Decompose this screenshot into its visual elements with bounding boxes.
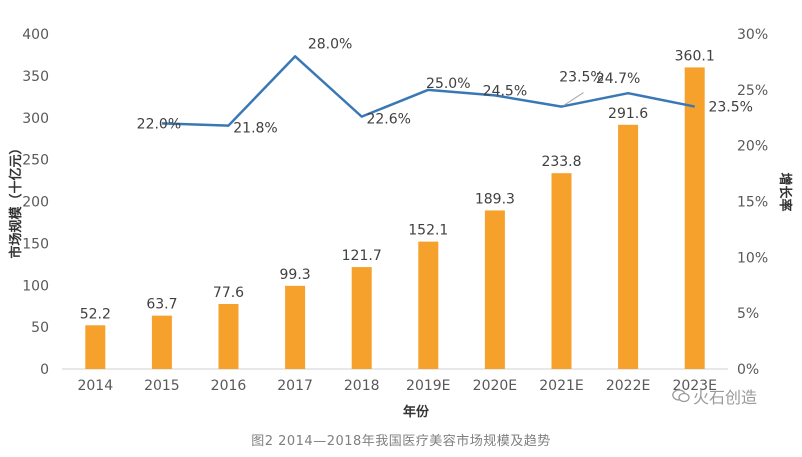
data-labels: 52.2 63.7 77.6 99.3 121.7 152.1 189.3 233.8 291.… <box>80 36 753 322</box>
bar-value-label: 233.8 <box>541 154 581 170</box>
y2-tick-label: 0% <box>737 362 759 378</box>
y-tick-label: 150 <box>22 236 49 252</box>
growth-rate-label: 25.0% <box>426 76 470 92</box>
x-tick-label: 2019E <box>406 378 450 394</box>
y-tick-label: 200 <box>22 195 49 211</box>
y2-tick-label: 10% <box>737 250 768 266</box>
growth-rate-label: 24.5% <box>483 83 527 99</box>
bar <box>551 173 572 369</box>
wechat-icon <box>672 389 690 403</box>
watermark: 火石创造 <box>672 384 757 408</box>
growth-rate-label: 24.7% <box>596 71 640 87</box>
figure-caption: 图2 2014—2018年我国医疗美容市场规模及趋势 <box>251 434 551 449</box>
y2-tick-label: 20% <box>737 139 768 155</box>
y-tick-label: 250 <box>22 153 49 169</box>
y2-axis-title: 增长率 <box>777 172 793 211</box>
bar <box>684 67 705 369</box>
x-tick-label: 2023E <box>672 378 716 394</box>
y-tick-label: 100 <box>22 278 49 294</box>
x-tick-label: 2016 <box>211 378 247 394</box>
growth-line <box>161 55 695 127</box>
y-tick-label: 50 <box>31 320 49 336</box>
bar-value-label: 121.7 <box>342 248 382 264</box>
bar-value-label: 189.3 <box>475 191 515 207</box>
bar-value-label: 360.1 <box>675 48 715 64</box>
bar-value-label: 77.6 <box>213 285 244 301</box>
bar <box>85 325 106 369</box>
y-tick-label: 300 <box>22 111 49 127</box>
x-tick-label: 2021E <box>539 378 583 394</box>
y-tick-label: 0 <box>40 362 49 378</box>
bar-value-label: 291.6 <box>608 106 648 122</box>
y2-tick-label: 25% <box>737 83 768 99</box>
y2-tick-label: 5% <box>737 306 759 322</box>
x-axis-title: 年份 <box>403 404 430 420</box>
bar <box>151 315 172 369</box>
growth-rate-label: 22.0% <box>137 116 181 132</box>
y-tick-label: 350 <box>22 69 49 85</box>
bars <box>85 67 705 369</box>
growth-rate-label: 21.8% <box>233 121 277 137</box>
bar <box>285 285 306 369</box>
x-tick-label: 2015 <box>144 378 180 394</box>
bar-value-label: 152.1 <box>408 223 448 239</box>
y-tick-label: 400 <box>22 27 49 43</box>
x-tick-label: 2018 <box>344 378 380 394</box>
bar-value-label: 99.3 <box>280 267 311 283</box>
axes: 0 50 100 150 200 250 300 350 400 0% 5% 10% 15% 20% 25%… <box>22 27 768 394</box>
x-tick-label: 2014 <box>77 378 113 394</box>
watermark-text: 火石创造 <box>693 388 758 407</box>
bar-value-label: 52.2 <box>80 306 111 322</box>
bar <box>351 267 372 369</box>
y2-tick-label: 15% <box>737 195 768 211</box>
bar <box>484 210 505 369</box>
growth-rate-label: 22.6% <box>366 112 410 128</box>
growth-rate-label: 28.0% <box>308 36 352 52</box>
x-tick-label: 2017 <box>277 378 313 394</box>
x-tick-label: 2022E <box>606 378 650 394</box>
growth-rate-label: 23.5% <box>708 100 752 116</box>
growth-rate-label: 23.5% <box>559 70 603 86</box>
bar <box>218 304 239 369</box>
bar <box>618 124 639 369</box>
bar-value-label: 63.7 <box>146 297 177 313</box>
leader-line <box>563 92 584 107</box>
y2-tick-label: 30% <box>737 27 768 43</box>
y-axis-title: 市场规模（十亿元） <box>8 141 24 258</box>
bar <box>418 241 439 369</box>
growth-line-path <box>161 55 695 127</box>
x-tick-label: 2020E <box>473 378 517 394</box>
